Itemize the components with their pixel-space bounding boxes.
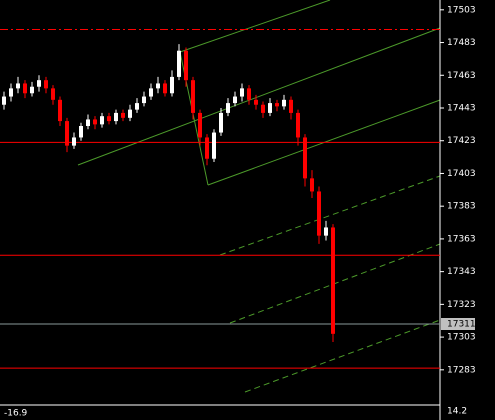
y-tick-label: 17403 <box>447 169 476 179</box>
candle-body <box>205 137 209 159</box>
current-price-box <box>441 318 475 330</box>
y-tick-label: 17283 <box>447 365 476 375</box>
candle-body <box>9 88 13 97</box>
candle-body <box>114 112 118 122</box>
candle-body <box>212 132 216 159</box>
candle-body <box>254 99 258 105</box>
candle-body <box>261 104 265 113</box>
candle-body <box>86 119 90 126</box>
y-tick-label: 17463 <box>447 71 476 81</box>
candle-body <box>268 103 272 113</box>
indicator-min-label: -16.9 <box>4 409 28 419</box>
candle-body <box>303 137 307 179</box>
candle-body <box>2 96 6 105</box>
channel-line <box>179 0 331 53</box>
candle-body <box>23 83 27 94</box>
candle-body <box>275 103 279 107</box>
candle-body <box>121 112 125 118</box>
candle-body <box>51 88 55 100</box>
candle-body <box>156 83 160 89</box>
candle-body <box>93 119 97 125</box>
candle-body <box>247 88 251 100</box>
y-tick-label: 17383 <box>447 202 476 212</box>
candle-body <box>198 112 202 138</box>
candle-body <box>282 99 286 107</box>
candle-body <box>184 50 188 81</box>
candle-body <box>310 178 314 192</box>
candle-body <box>107 116 111 122</box>
channel-line <box>244 319 441 393</box>
y-tick-label: 17483 <box>447 38 476 48</box>
candle-body <box>233 96 237 104</box>
current-price-label: 17311 <box>447 320 476 330</box>
candle-body <box>289 99 293 113</box>
y-tick-label: 17323 <box>447 300 476 310</box>
candle-body <box>149 88 153 97</box>
candle-body <box>58 99 62 122</box>
candle-body <box>191 80 195 113</box>
y-tick-label: 17363 <box>447 234 476 244</box>
candle-body <box>142 96 146 104</box>
candle-body <box>177 50 181 77</box>
candle-body <box>331 227 335 334</box>
candle-body <box>226 103 230 113</box>
y-tick-label: 17343 <box>447 267 476 277</box>
channel-line <box>219 175 441 256</box>
candle-body <box>135 103 139 110</box>
y-tick-label: 17443 <box>447 104 476 114</box>
y-tick-label: 17423 <box>447 136 476 146</box>
candle-body <box>16 83 20 89</box>
candle-body <box>296 112 300 138</box>
candle-body <box>30 86 34 94</box>
candle-body <box>219 112 223 133</box>
candle-body <box>317 191 321 236</box>
candle-body <box>65 121 69 146</box>
candle-body <box>72 137 76 146</box>
candle-body <box>170 76 174 94</box>
candle-body <box>128 109 132 118</box>
candle-body <box>79 126 83 138</box>
y-tick-label: 17503 <box>447 5 476 15</box>
candle-body <box>37 80 41 87</box>
candle-body <box>240 88 244 97</box>
y-tick-label: 17303 <box>447 333 476 343</box>
indicator-max-label: 14.2 <box>447 407 467 417</box>
candle-body <box>44 80 48 89</box>
candle-body <box>324 227 328 236</box>
candle-body <box>163 83 167 94</box>
candle-body <box>100 116 104 125</box>
